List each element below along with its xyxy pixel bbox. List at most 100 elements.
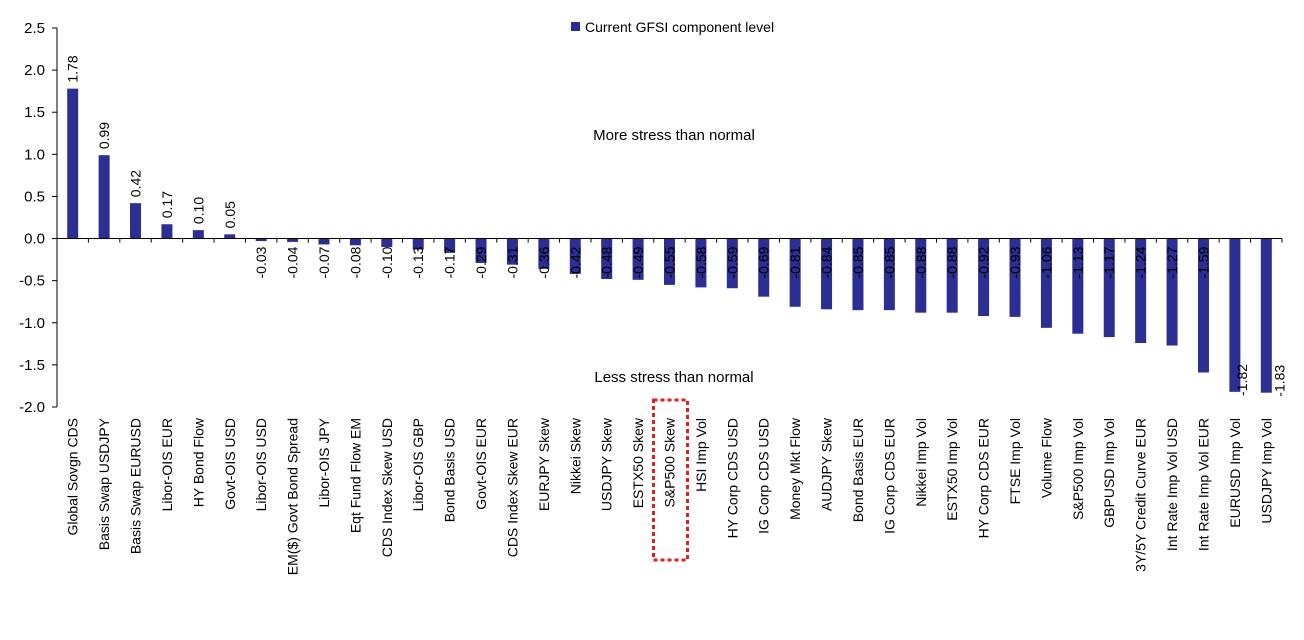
category-label: USDJPY Skew <box>599 417 615 511</box>
category-label: S&P500 Imp Vol <box>1070 418 1086 520</box>
bar <box>915 238 927 313</box>
value-label: 0.10 <box>190 197 206 224</box>
y-tick-label: 0.0 <box>24 231 45 248</box>
value-label: 1.78 <box>65 55 81 82</box>
value-label: -0.36 <box>536 246 552 278</box>
category-label: Eqt Fund Flow EM <box>347 418 363 533</box>
category-label: CDS Index Skew EUR <box>504 418 520 557</box>
bar <box>883 238 895 311</box>
category-label: Libor-OIS JPY <box>316 417 332 507</box>
value-label: -0.04 <box>285 246 301 278</box>
bar <box>789 238 801 307</box>
value-label: -1.83 <box>1271 365 1287 397</box>
category-label: EURJPY Skew <box>536 417 552 511</box>
bar <box>381 238 393 247</box>
y-tick-label: 2.5 <box>24 20 45 37</box>
y-tick-label: 2.0 <box>24 62 45 79</box>
bar <box>224 234 236 239</box>
bar <box>67 88 79 239</box>
bar <box>349 238 361 246</box>
category-label: ESTX50 Imp Vol <box>944 418 960 521</box>
category-label: USDJPY Imp Vol <box>1258 418 1274 524</box>
bar <box>569 238 581 274</box>
y-tick-label: -1.5 <box>19 357 45 374</box>
chart-legend: Current GFSI component level <box>571 19 774 35</box>
category-label: Libor-OIS GBP <box>410 418 426 511</box>
value-label: -0.17 <box>442 246 458 278</box>
bar <box>978 238 990 317</box>
category-label: ESTX50 Skew <box>630 417 646 508</box>
category-label: Nikkei Skew <box>567 417 583 494</box>
bar <box>192 230 204 239</box>
bar <box>946 238 958 313</box>
value-label: -1.13 <box>1070 246 1086 278</box>
category-label: HY Corp CDS USD <box>724 418 740 538</box>
bar <box>506 238 518 265</box>
value-label: -0.81 <box>787 246 803 278</box>
legend-swatch <box>571 22 580 31</box>
value-label: -0.92 <box>976 246 992 278</box>
value-label: -1.59 <box>1195 246 1211 278</box>
category-label: Basis Swap EURUSD <box>128 418 144 554</box>
value-label: -0.88 <box>944 246 960 278</box>
category-label: Govt-OIS USD <box>222 418 238 510</box>
bar <box>1260 238 1272 393</box>
category-label: EM($) Govt Bond Spread <box>285 418 301 575</box>
value-label: 0.42 <box>128 170 144 197</box>
category-label: Int Rate Imp Vol EUR <box>1195 418 1211 551</box>
value-label: -0.48 <box>599 246 615 278</box>
bar <box>287 238 299 242</box>
bar <box>1166 238 1178 346</box>
category-label: S&P500 Skew <box>662 417 678 507</box>
value-label: -1.24 <box>1133 246 1149 278</box>
value-label: 0.05 <box>222 201 238 228</box>
bar <box>695 238 707 288</box>
value-label: -0.31 <box>504 246 520 278</box>
annotation-less-stress: Less stress than normal <box>594 369 753 386</box>
bar <box>726 238 738 289</box>
value-label: -0.84 <box>819 246 835 278</box>
highlight-box-sp500-skew <box>652 398 689 562</box>
category-label: FTSE Imp Vol <box>1007 418 1023 504</box>
value-label: -0.42 <box>567 246 583 278</box>
bar <box>1135 238 1147 343</box>
value-label: -1.27 <box>1164 246 1180 278</box>
category-label: 3Y/5Y Credit Curve EUR <box>1133 418 1149 572</box>
value-label: -0.59 <box>724 246 740 278</box>
category-label: Bond Basis USD <box>442 418 458 522</box>
value-label: -0.49 <box>630 246 646 278</box>
value-label: -0.85 <box>881 246 897 278</box>
category-label: Money Mkt Flow <box>787 417 803 520</box>
value-label: -0.55 <box>662 246 678 278</box>
y-tick-label: -0.5 <box>19 273 45 290</box>
bar <box>161 224 173 239</box>
bar <box>821 238 833 310</box>
value-label: -0.07 <box>316 246 332 278</box>
value-label: -0.88 <box>913 246 929 278</box>
bar <box>318 238 330 245</box>
category-label: GBPUSD Imp Vol <box>1101 418 1117 528</box>
value-label: -0.10 <box>379 246 395 278</box>
category-label: HSI Imp Vol <box>693 418 709 492</box>
value-label: -1.17 <box>1101 246 1117 278</box>
bar <box>664 238 675 285</box>
value-label: -0.29 <box>473 246 489 278</box>
bars <box>67 88 1272 393</box>
category-label: Libor-OIS EUR <box>159 418 175 511</box>
y-tick-label: 0.5 <box>24 188 45 205</box>
category-label: Int Rate Imp Vol USD <box>1164 418 1180 551</box>
bar <box>852 238 864 311</box>
bar <box>98 155 110 239</box>
bar <box>1103 238 1115 338</box>
bar <box>538 238 550 269</box>
bar <box>475 238 487 263</box>
category-label: Volume Flow <box>1038 417 1054 498</box>
bar <box>601 238 613 279</box>
bar <box>444 238 456 253</box>
y-tick-label: 1.5 <box>24 104 45 121</box>
value-label: -0.03 <box>253 246 269 278</box>
bar <box>632 238 644 280</box>
category-label: IG Corp CDS EUR <box>881 418 897 534</box>
category-label: Global Sovgn CDS <box>65 418 81 536</box>
